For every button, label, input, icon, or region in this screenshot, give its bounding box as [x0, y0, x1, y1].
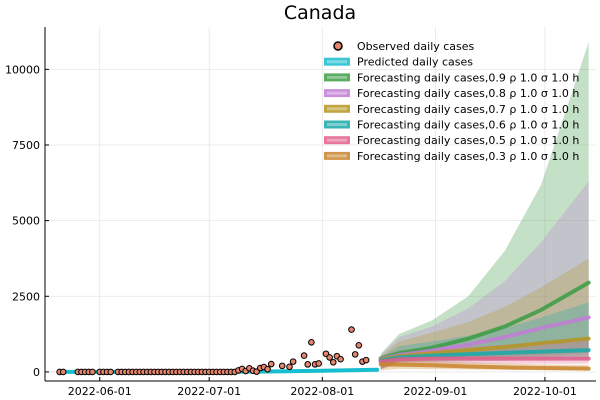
observed-point	[355, 341, 363, 349]
observed-point	[326, 354, 333, 361]
legend-swatch	[324, 136, 350, 145]
x-tick-label: 2022-08-01	[290, 385, 354, 398]
y-tick-label: 0	[33, 366, 40, 379]
observed-point	[286, 363, 293, 371]
legend-label: Forecasting daily cases,0.5 ρ 1.0 σ 1.0 …	[357, 134, 579, 147]
chart-title: Canada	[284, 2, 356, 24]
x-tick-label: 2022-10-01	[513, 385, 577, 398]
y-tick-label: 10000	[5, 63, 40, 76]
observed-point	[300, 352, 308, 359]
observed-point	[308, 338, 315, 346]
y-tick-label: 7500	[12, 139, 40, 152]
legend-swatch	[324, 120, 350, 129]
legend-swatch-inner	[327, 75, 347, 79]
observed-point	[278, 362, 286, 370]
x-tick-label: 2022-09-01	[403, 385, 467, 398]
observed-point	[289, 358, 297, 365]
legend-swatch	[324, 151, 350, 160]
legend-label: Forecasting daily cases,0.7 ρ 1.0 σ 1.0 …	[357, 103, 579, 116]
observed-point	[362, 356, 370, 364]
legend-swatch-inner	[327, 91, 347, 95]
legend-swatch	[324, 104, 350, 113]
forecast-band-1	[380, 181, 589, 369]
observed-point	[315, 360, 322, 367]
observed-point	[89, 368, 96, 376]
observed-point	[264, 365, 271, 373]
forecast-band-2	[380, 258, 589, 369]
observed-point	[351, 351, 359, 358]
observed-point	[59, 368, 67, 376]
y-tick-label: 5000	[12, 215, 40, 228]
legend-label: Predicted daily cases	[357, 56, 473, 69]
legend-swatch	[324, 73, 350, 82]
forecast-line-5	[378, 362, 591, 371]
observed-point	[107, 368, 114, 376]
legend-swatch	[333, 41, 343, 51]
forecast-band-0	[380, 42, 589, 369]
legend: Observed daily cases Predicted daily case…	[324, 40, 579, 163]
observed-point	[329, 358, 337, 366]
observed-points	[56, 326, 370, 376]
legend-swatch-inner	[327, 60, 347, 64]
axes	[44, 27, 596, 382]
legend-swatch-inner	[327, 123, 347, 126]
observed-point	[348, 326, 355, 333]
tick-labels: 2022-06-01 2022-07-01 2022-08-01 2022-09-01…	[5, 63, 577, 398]
legend-swatch-inner	[327, 154, 347, 158]
x-tick-label: 2022-07-01	[177, 385, 241, 398]
legend-swatch-inner	[327, 138, 347, 142]
legend-swatch-inner	[327, 107, 347, 111]
forecast-line-4	[378, 356, 591, 364]
x-tick-label: 2022-06-01	[68, 385, 132, 398]
observed-point	[337, 355, 344, 363]
legend-label: Forecasting daily cases,0.3 ρ 1.0 σ 1.0 …	[357, 150, 579, 163]
legend-label: Forecasting daily cases,0.8 ρ 1.0 σ 1.0 …	[357, 87, 579, 100]
legend-label: Observed daily cases	[357, 40, 475, 53]
observed-point	[267, 360, 275, 368]
legend-swatch	[324, 57, 350, 66]
legend-swatch	[324, 89, 350, 98]
legend-label: Forecasting daily cases,0.6 ρ 1.0 σ 1.0 …	[357, 119, 579, 132]
legend-label: Forecasting daily cases,0.9 ρ 1.0 σ 1.0 …	[357, 71, 579, 84]
y-tick-label: 2500	[12, 290, 40, 303]
observed-point	[304, 361, 312, 368]
